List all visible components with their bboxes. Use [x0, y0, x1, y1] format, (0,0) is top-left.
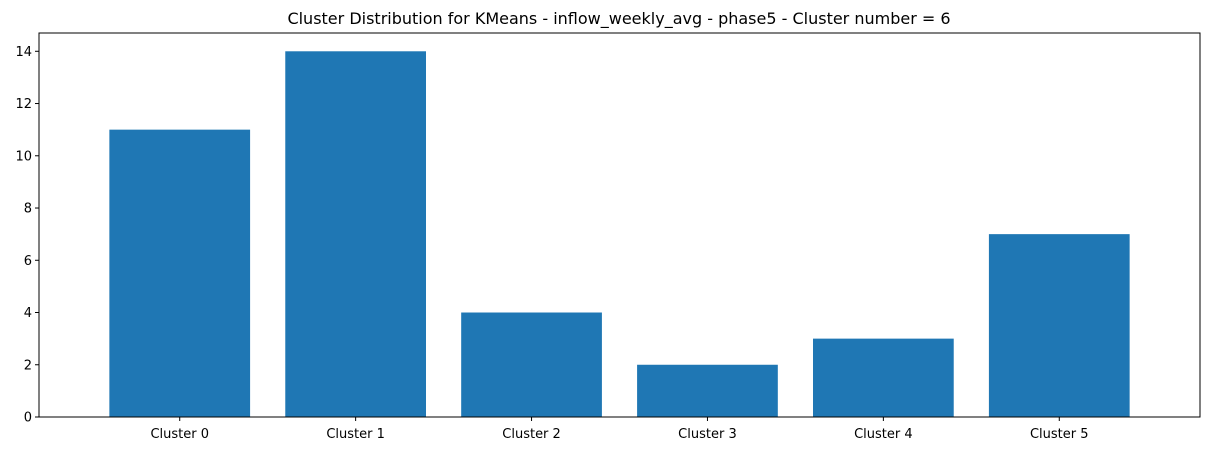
- y-tick-label: 0: [24, 411, 32, 426]
- y-tick-label: 10: [15, 149, 32, 164]
- chart-title: Cluster Distribution for KMeans - inflow…: [287, 9, 950, 29]
- x-axis: Cluster 0 Cluster 1 Cluster 2 Cluster 3 Clus…: [150, 417, 1089, 442]
- x-tick-label: Cluster 5: [1030, 427, 1089, 442]
- bars-layer: [109, 51, 1130, 418]
- bar-cluster-5: [988, 234, 1130, 417]
- bar-cluster-2: [461, 312, 602, 417]
- x-tick-label: Cluster 4: [854, 427, 913, 442]
- plot-frame: [38, 32, 1201, 418]
- bar-cluster-0: [109, 129, 251, 417]
- bar-cluster-3: [637, 364, 778, 417]
- bar-cluster-1: [285, 51, 426, 418]
- x-tick-label: Cluster 0: [150, 427, 209, 442]
- y-tick-label: 2: [24, 358, 32, 373]
- y-tick-label: 8: [24, 202, 32, 217]
- y-axis: 0 2 4 6 8 10 12 14: [15, 45, 39, 426]
- y-tick-label: 14: [15, 45, 32, 60]
- y-tick-label: 6: [24, 254, 32, 269]
- x-tick-label: Cluster 2: [502, 427, 561, 442]
- x-tick-label: Cluster 3: [678, 427, 737, 442]
- y-tick-label: 12: [15, 97, 32, 112]
- y-tick-label: 4: [24, 306, 32, 321]
- x-tick-label: Cluster 1: [326, 427, 385, 442]
- bar-cluster-4: [813, 338, 954, 417]
